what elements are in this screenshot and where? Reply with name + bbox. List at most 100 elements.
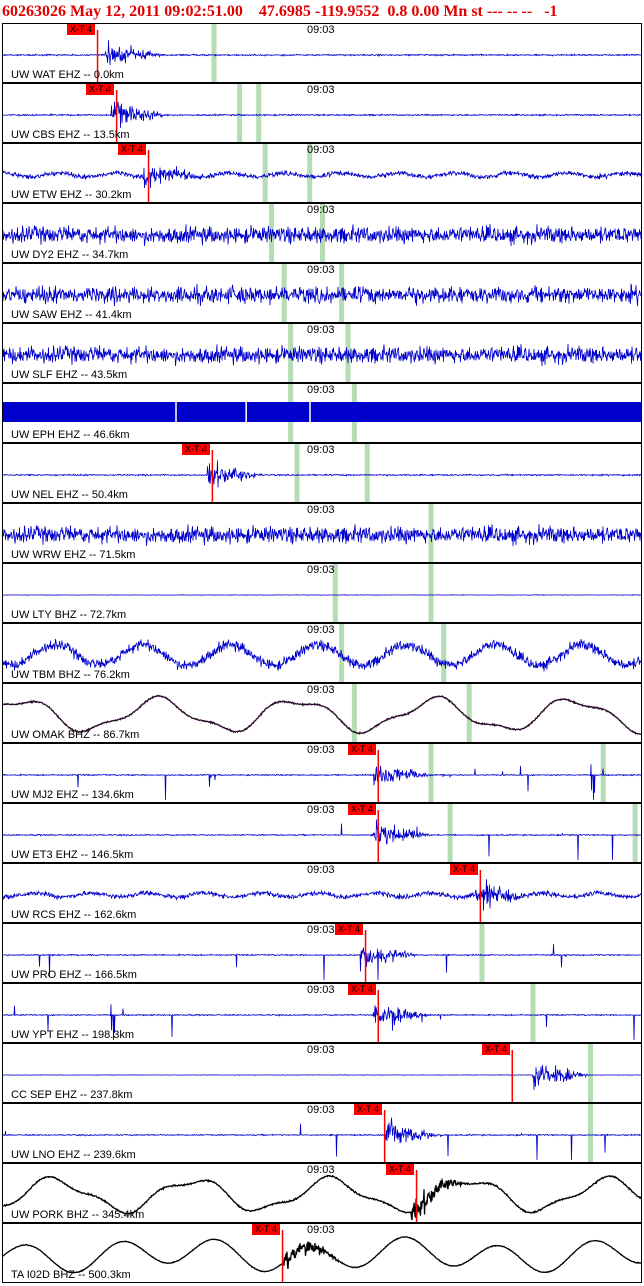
pick-tag[interactable]: X-T 4 [348, 984, 376, 995]
phase-marker [428, 504, 434, 562]
waveform-plot [3, 444, 641, 502]
waveform-trace [3, 224, 641, 247]
phase-marker [211, 24, 217, 82]
waveform-plot [3, 1230, 641, 1282]
phase-marker [441, 624, 447, 682]
trace-panel: 09:03 X-T 4 UW WAT EHZ -- 0.0km [2, 23, 642, 83]
trace-panel: 09:03 UW WRW EHZ -- 71.5km [2, 503, 642, 563]
pick-tag[interactable]: X-T 4 [335, 924, 363, 935]
pick-tag[interactable]: X-T 4 [67, 24, 95, 35]
trace-panel: 09:03 X-T 4 UW MJ2 EHZ -- 134.6km [2, 743, 642, 803]
pick-tag[interactable]: X-T 4 [386, 1164, 414, 1175]
time-tick-label: 09:03 [307, 384, 335, 396]
phase-marker [447, 804, 453, 862]
time-tick-label: 09:03 [307, 1224, 335, 1236]
pick-tag[interactable]: X-T 4 [450, 864, 478, 875]
phase-marker [479, 924, 485, 982]
waveform-trace [3, 764, 641, 801]
pick-tag[interactable]: X-T 4 [118, 144, 146, 155]
station-label: UW LTY BHZ -- 72.7km [11, 609, 127, 621]
phase-marker [632, 804, 638, 862]
station-label: UW NEL EHZ -- 50.4km [11, 489, 128, 501]
trace-panel: 09:03 X-T 4 UW RCS EHZ -- 162.6km [2, 863, 642, 923]
waveform-trace [3, 1174, 641, 1221]
phase-marker [428, 564, 434, 622]
phase-marker [466, 684, 472, 742]
waveform-trace [3, 1117, 641, 1161]
time-tick-label: 09:03 [307, 204, 335, 216]
waveform-trace [3, 101, 641, 129]
phase-marker [351, 684, 357, 742]
waveform-plot [3, 264, 641, 322]
trace-panel: 09:03 X-T 4 UW CBS EHZ -- 13.5km [2, 83, 642, 143]
phase-marker [269, 204, 274, 262]
waveform-plot [3, 504, 641, 562]
waveform-plot [3, 144, 641, 202]
pick-tag[interactable]: X-T 4 [348, 744, 376, 755]
pick-tag[interactable]: X-T 4 [482, 1044, 510, 1055]
pick-tag[interactable]: X-T 4 [354, 1104, 382, 1115]
waveform-plot [3, 870, 641, 922]
waveform-trace [3, 283, 641, 307]
waveform-trace [3, 40, 641, 66]
waveform-plot [3, 384, 641, 442]
waveform-trace [3, 344, 641, 367]
trace-panel: 09:03 UW TBM BHZ -- 76.2km [2, 623, 642, 683]
pick-line [377, 990, 379, 1042]
trace-panel: 09:03 UW DY2 EHZ -- 34.7km [2, 203, 642, 263]
event-flag: -1 [544, 3, 558, 20]
phase-marker [588, 1044, 593, 1102]
waveform-trace [3, 166, 641, 189]
phase-marker [262, 144, 268, 202]
pick-line [211, 450, 214, 502]
event-mag-type: Mn [443, 3, 468, 20]
waveform-trace [3, 524, 641, 547]
trace-panel: 09:03 X-T 4 TA I02D BHZ -- 500.3km [2, 1223, 642, 1283]
time-tick-label: 09:03 [307, 984, 335, 996]
station-label: UW OMAK BHZ -- 86.7km [11, 729, 140, 741]
time-tick-label: 09:03 [307, 804, 335, 816]
waveform-plot [3, 684, 641, 742]
waveform-plot [3, 324, 641, 382]
waveform-plot [3, 1044, 641, 1102]
pick-tag[interactable]: X-T 4 [252, 1224, 280, 1235]
time-tick-label: 09:03 [307, 84, 335, 96]
pick-tag[interactable]: X-T 4 [182, 444, 210, 455]
trace-panel: 09:03 X-T 4 UW PRO EHZ -- 166.5km [2, 923, 642, 983]
trace-panel: 09:03 X-T 4 CC SEP EHZ -- 237.8km [2, 1043, 642, 1103]
waveform-plot [3, 984, 641, 1042]
station-label: UW MJ2 EHZ -- 134.6km [11, 789, 134, 801]
time-tick-label: 09:03 [307, 144, 335, 156]
phase-marker [294, 444, 300, 502]
time-tick-label: 09:03 [307, 1164, 335, 1176]
time-tick-label: 09:03 [307, 444, 335, 456]
trace-panel: 09:03 X-T 4 UW NEL EHZ -- 50.4km [2, 443, 642, 503]
pick-line [281, 1230, 284, 1282]
waveform-trace [3, 879, 641, 911]
pick-line [383, 1110, 386, 1162]
waveform-plot [3, 1104, 641, 1162]
event-magnitude: 0.8 [387, 3, 408, 20]
trace-panel: 09:03 X-T 4 UW LNO EHZ -- 239.6km [2, 1103, 642, 1163]
time-tick-label: 09:03 [307, 864, 335, 876]
time-tick-label: 09:03 [307, 1104, 335, 1116]
trace-gap [245, 402, 247, 422]
trace-panel: 09:03 X-T 4 UW YPT EHZ -- 198.3km [2, 983, 642, 1043]
pick-line [377, 810, 379, 862]
trace-panel: 09:03 X-T 4 UW ET3 EHZ -- 146.5km [2, 803, 642, 863]
waveform-trace [3, 638, 641, 672]
event-depth: 0.00 [411, 3, 440, 20]
pick-tag[interactable]: X-T 4 [348, 804, 376, 815]
time-tick-label: 09:03 [307, 624, 335, 636]
pick-line [511, 1050, 513, 1102]
time-tick-label: 09:03 [307, 264, 335, 276]
station-label: UW DY2 EHZ -- 34.7km [11, 249, 129, 261]
time-tick-label: 09:03 [307, 324, 335, 336]
phase-marker [364, 444, 370, 502]
station-label: CC SEP EHZ -- 237.8km [11, 1089, 133, 1101]
trace-gap [175, 402, 177, 422]
waveform-plot [3, 564, 641, 622]
pick-tag[interactable]: X-T 4 [86, 84, 114, 95]
waveform-plot [3, 24, 641, 82]
